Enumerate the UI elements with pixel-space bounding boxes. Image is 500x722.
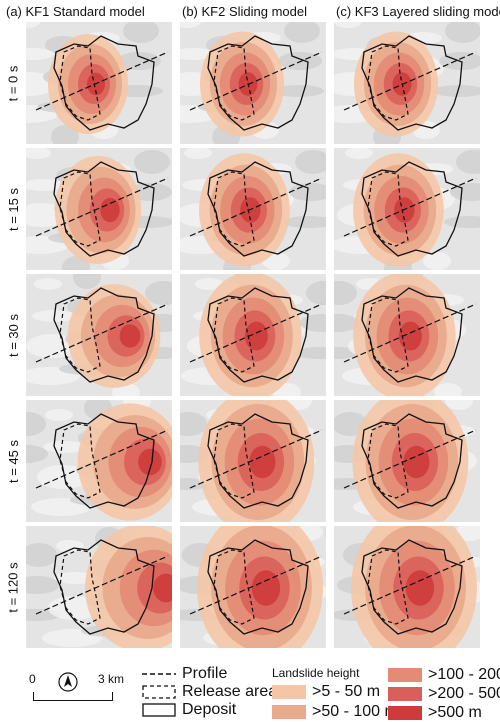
deposit-outline — [53, 287, 155, 383]
release-area-box-icon — [142, 685, 176, 699]
height-zone — [119, 324, 141, 348]
swatch-1 — [272, 685, 306, 699]
deposit-box-icon — [142, 703, 176, 717]
profile-line — [343, 51, 477, 111]
scale-start-label: 0 — [29, 672, 36, 686]
map-panel-r5-c1 — [26, 526, 172, 648]
profile-line — [189, 177, 323, 237]
release-area-outline — [59, 297, 101, 373]
release-area-outline — [367, 45, 409, 121]
column-title-kf2: (b) KF2 Sliding model — [182, 4, 307, 19]
legend-class-3: >100 - 200 m — [388, 666, 500, 684]
map-panel-r3-c3 — [334, 274, 480, 396]
deposit-outline — [361, 35, 463, 131]
map-panel-r4-c3 — [334, 400, 480, 522]
legend-profile: Profile — [142, 665, 227, 683]
map-panel-r2-c1 — [26, 148, 172, 270]
deposit-outline — [207, 161, 309, 257]
release-area-outline — [367, 549, 409, 625]
deposit-outline — [207, 35, 309, 131]
profile-line — [189, 303, 323, 363]
release-area-outline — [213, 297, 255, 373]
column-title-kf1: (a) KF1 Standard model — [6, 4, 145, 19]
profile-line — [35, 429, 169, 489]
map-panel-r5-c3 — [334, 526, 480, 648]
release-area-outline — [367, 423, 409, 499]
row-label-t0: t = 0 s — [5, 65, 21, 101]
column-title-kf3: (c) KF3 Layered sliding model — [336, 4, 500, 19]
map-panel-r4-c2 — [180, 400, 326, 522]
scale-end-label: 3 km — [98, 672, 125, 686]
height-zone — [398, 321, 422, 351]
map-panel-r2-c2 — [180, 148, 326, 270]
release-area-outline — [213, 549, 255, 625]
release-area-outline — [59, 423, 101, 499]
swatch-4 — [388, 687, 422, 701]
north-arrow-icon — [58, 672, 78, 692]
row-label-t45: t = 45 s — [5, 439, 21, 483]
height-zone — [403, 445, 430, 479]
map-panel-r3-c1 — [26, 274, 172, 396]
map-panel-r1-c3 — [334, 22, 480, 144]
scale-bar: 0 3 km — [29, 670, 124, 710]
height-zone — [138, 448, 162, 476]
profile-line — [189, 429, 323, 489]
map-panel-r1-c2 — [180, 22, 326, 144]
swatch-3 — [388, 668, 422, 682]
map-panel-r4-c1 — [26, 400, 172, 522]
deposit-outline — [361, 413, 463, 509]
deposit-outline — [53, 161, 155, 257]
legend-class-5: >500 m — [388, 704, 482, 722]
swatch-5 — [388, 706, 422, 720]
height-zone — [405, 570, 435, 606]
height-zone — [249, 445, 276, 479]
release-area-outline — [213, 171, 255, 247]
deposit-outline — [207, 413, 309, 509]
legend-release-area: Release area — [142, 683, 277, 701]
deposit-outline — [207, 287, 309, 383]
profile-line — [343, 429, 477, 489]
release-area-outline — [59, 171, 101, 247]
legend-class-1: >5 - 50 m — [272, 683, 380, 701]
profile-line — [35, 303, 169, 363]
release-area-outline — [59, 45, 101, 121]
row-label-t15: t = 15 s — [5, 187, 21, 231]
release-area-outline — [59, 549, 101, 625]
map-panel-r1-c1 — [26, 22, 172, 144]
release-area-outline — [213, 45, 255, 121]
profile-line — [343, 303, 477, 363]
profile-line — [35, 51, 169, 111]
profile-line — [189, 51, 323, 111]
row-label-t120: t = 120 s — [5, 561, 21, 613]
release-area-outline — [367, 297, 409, 373]
profile-line — [35, 555, 169, 615]
profile-line-icon — [142, 673, 176, 675]
height-zone — [153, 573, 172, 603]
deposit-outline — [361, 287, 463, 383]
profile-line — [35, 177, 169, 237]
legend-height-title: Landslide height — [272, 666, 360, 680]
deposit-outline — [53, 413, 155, 509]
profile-line — [189, 555, 323, 615]
deposit-outline — [207, 539, 309, 635]
deposit-outline — [53, 539, 155, 635]
deposit-outline — [361, 161, 463, 257]
profile-line — [343, 555, 477, 615]
map-panel-r2-c3 — [334, 148, 480, 270]
height-zone — [100, 197, 120, 223]
deposit-outline — [361, 539, 463, 635]
row-label-t30: t = 30 s — [5, 313, 21, 357]
swatch-2 — [272, 705, 306, 719]
profile-line — [343, 177, 477, 237]
deposit-outline — [53, 35, 155, 131]
map-panel-r3-c2 — [180, 274, 326, 396]
legend-class-2: >50 - 100 m — [272, 703, 398, 721]
release-area-outline — [213, 423, 255, 499]
legend-class-4: >200 - 500 m — [388, 685, 500, 703]
height-zone — [251, 570, 281, 606]
legend-deposit: Deposit — [142, 701, 236, 719]
map-panel-r5-c2 — [180, 526, 326, 648]
height-zone — [244, 321, 268, 351]
release-area-outline — [367, 171, 409, 247]
